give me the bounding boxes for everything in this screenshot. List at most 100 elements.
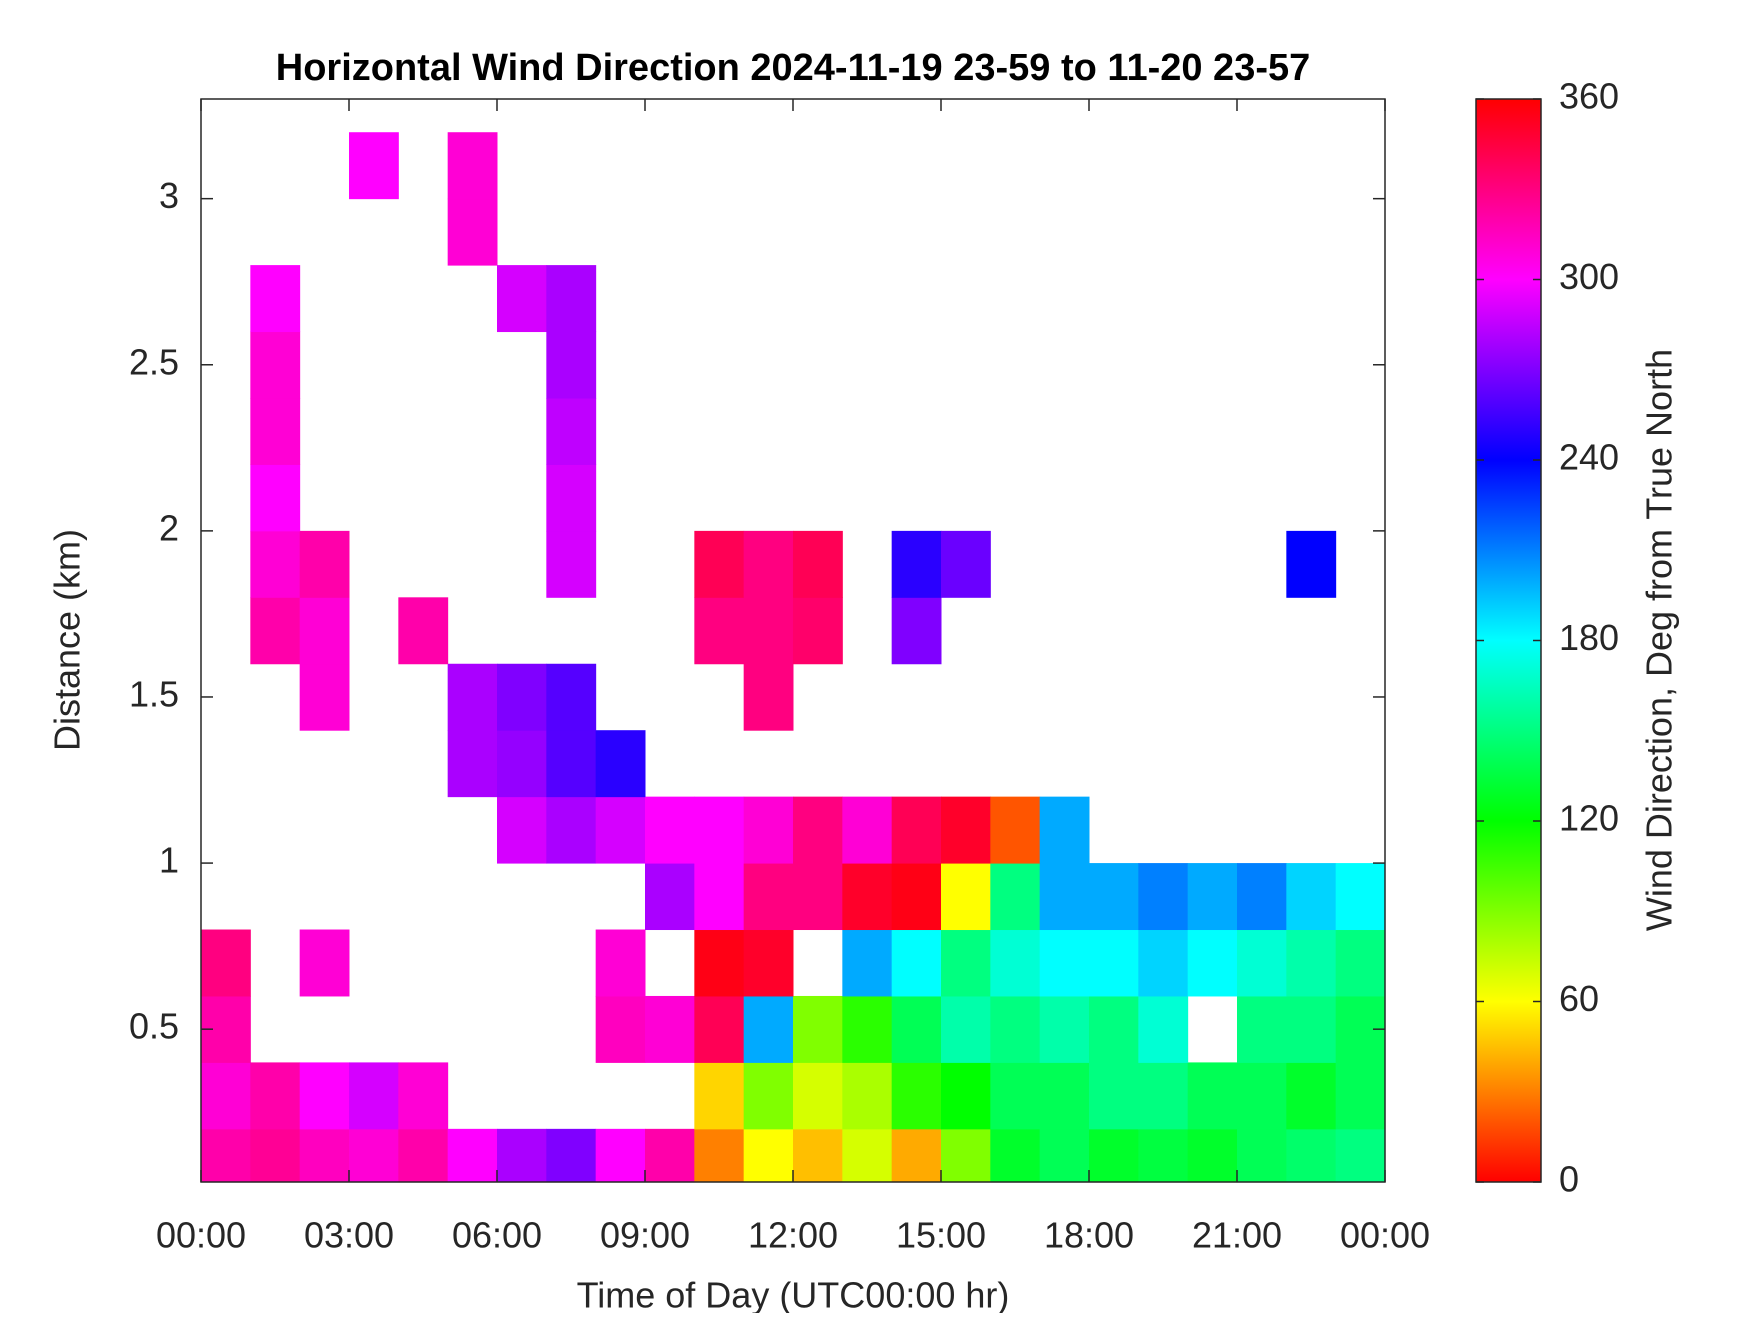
heatmap-cell (447, 730, 498, 798)
heatmap-cell (546, 397, 597, 465)
heatmap-cell (1237, 863, 1287, 931)
y-tick-label: 0.5 (129, 1006, 179, 1047)
heatmap-cell (891, 1062, 942, 1130)
heatmap (201, 132, 1385, 1182)
heatmap-cell (941, 995, 991, 1063)
heatmap-cell (447, 198, 498, 266)
heatmap-cell (743, 530, 794, 598)
heatmap-cell (743, 1128, 794, 1182)
heatmap-cell (793, 1128, 843, 1182)
y-tick-label: 2.5 (129, 341, 179, 382)
heatmap-cell (1286, 929, 1337, 997)
heatmap-cell (1039, 1128, 1090, 1182)
heatmap-cell (990, 1062, 1041, 1130)
heatmap-cell (447, 1128, 498, 1182)
heatmap-cell (1039, 1062, 1090, 1130)
heatmap-cell (842, 863, 893, 931)
heatmap-cell (349, 1128, 399, 1182)
y-tick-label: 3 (159, 175, 179, 216)
heatmap-cell (645, 995, 695, 1063)
chart-title: Horizontal Wind Direction 2024-11-19 23-… (276, 47, 1311, 89)
y-tick-label: 1.5 (129, 673, 179, 714)
heatmap-cell (1237, 929, 1287, 997)
x-tick-label: 03:00 (304, 1215, 394, 1256)
heatmap-cell (1138, 1128, 1189, 1182)
heatmap-cell (1237, 1128, 1287, 1182)
heatmap-cell (299, 1062, 350, 1130)
heatmap-cell (990, 1128, 1041, 1182)
heatmap-cell (546, 663, 597, 731)
heatmap-cell (941, 530, 991, 598)
heatmap-cell (398, 1128, 449, 1182)
colorbar-tick-label: 300 (1559, 256, 1619, 297)
heatmap-cell (743, 597, 794, 665)
heatmap-cell (349, 132, 399, 200)
heatmap-cell (1187, 929, 1238, 997)
x-tick-label: 09:00 (600, 1215, 690, 1256)
colorbar-tick-label: 180 (1559, 617, 1619, 658)
heatmap-cell (1089, 929, 1139, 997)
heatmap-cell (1286, 995, 1337, 1063)
heatmap-cell (1039, 863, 1090, 931)
heatmap-cell (299, 597, 350, 665)
heatmap-cell (250, 331, 301, 399)
heatmap-cell (793, 597, 843, 665)
heatmap-cell (990, 995, 1041, 1063)
heatmap-cell (497, 796, 547, 864)
heatmap-cell (546, 730, 597, 798)
heatmap-cell (299, 929, 350, 997)
heatmap-cell (299, 1128, 350, 1182)
heatmap-cell (645, 1128, 695, 1182)
heatmap-cell (1286, 530, 1337, 598)
heatmap-cell (842, 929, 893, 997)
heatmap-cell (497, 265, 547, 333)
heatmap-cell (497, 730, 547, 798)
x-tick-label: 00:00 (156, 1215, 246, 1256)
heatmap-cell (1237, 1062, 1287, 1130)
x-tick-label: 12:00 (748, 1215, 838, 1256)
heatmap-cell (1138, 995, 1189, 1063)
heatmap-cell (842, 995, 893, 1063)
heatmap-cell (1335, 863, 1385, 931)
x-tick-label: 00:00 (1340, 1215, 1430, 1256)
heatmap-cell (941, 1062, 991, 1130)
heatmap-cell (793, 863, 843, 931)
heatmap-cell (1039, 929, 1090, 997)
colorbar-tick-label: 240 (1559, 437, 1619, 478)
x-tick-label: 21:00 (1192, 1215, 1282, 1256)
heatmap-cell (250, 530, 301, 598)
heatmap-cell (1039, 796, 1090, 864)
heatmap-cell (595, 929, 646, 997)
heatmap-cell (1039, 995, 1090, 1063)
colorbar (1476, 99, 1541, 1182)
x-axis-label: Time of Day (UTC00:00 hr) (577, 1275, 1010, 1313)
heatmap-cell (1237, 995, 1287, 1063)
heatmap-cell (941, 929, 991, 997)
heatmap-cell (842, 1062, 893, 1130)
heatmap-cell (546, 796, 597, 864)
heatmap-cell (941, 1128, 991, 1182)
heatmap-cell (1187, 1062, 1238, 1130)
heatmap-cell (1335, 1128, 1385, 1182)
heatmap-cell (743, 863, 794, 931)
heatmap-cell (1089, 863, 1139, 931)
heatmap-cell (497, 1128, 547, 1182)
heatmap-cell (546, 530, 597, 598)
heatmap-cell (793, 796, 843, 864)
heatmap-cell (1286, 863, 1337, 931)
y-tick-label: 2 (159, 507, 179, 548)
heatmap-cell (694, 1128, 745, 1182)
heatmap-cell (250, 397, 301, 465)
heatmap-cell (1286, 1062, 1337, 1130)
heatmap-cell (546, 265, 597, 333)
heatmap-cell (250, 1062, 301, 1130)
heatmap-cell (793, 530, 843, 598)
colorbar-tick-label: 0 (1559, 1159, 1579, 1200)
heatmap-cell (694, 1062, 745, 1130)
heatmap-cell (349, 1062, 399, 1130)
heatmap-cell (250, 1128, 301, 1182)
heatmap-cell (1286, 1128, 1337, 1182)
heatmap-cell (250, 464, 301, 532)
heatmap-cell (546, 331, 597, 399)
